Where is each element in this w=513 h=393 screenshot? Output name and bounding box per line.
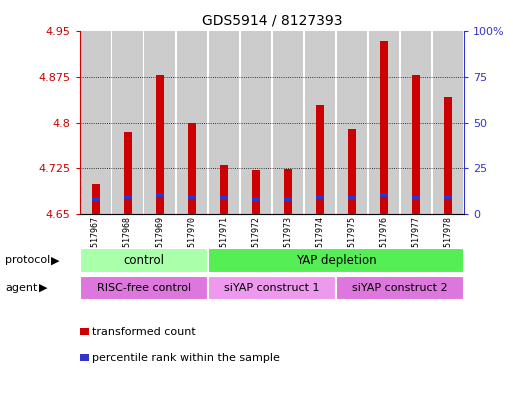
- Text: protocol: protocol: [5, 255, 50, 265]
- Bar: [188, 195, 196, 199]
- Bar: [316, 195, 324, 199]
- Bar: [124, 132, 132, 214]
- Bar: [401, 31, 431, 214]
- Bar: [124, 195, 132, 199]
- Text: ▶: ▶: [39, 283, 48, 293]
- Bar: [145, 31, 175, 214]
- Bar: [444, 97, 452, 214]
- Bar: [80, 275, 208, 300]
- Bar: [155, 75, 164, 214]
- Text: YAP depletion: YAP depletion: [295, 254, 377, 267]
- Bar: [81, 31, 111, 214]
- Text: ▶: ▶: [51, 255, 60, 265]
- Title: GDS5914 / 8127393: GDS5914 / 8127393: [202, 13, 342, 28]
- Bar: [273, 31, 303, 214]
- Bar: [336, 275, 464, 300]
- Bar: [209, 31, 239, 214]
- Bar: [412, 75, 420, 214]
- Bar: [220, 165, 228, 214]
- Bar: [412, 196, 420, 200]
- Text: siYAP construct 2: siYAP construct 2: [352, 283, 448, 293]
- Bar: [316, 105, 324, 214]
- Bar: [252, 197, 260, 201]
- Text: agent: agent: [5, 283, 37, 293]
- Bar: [91, 184, 100, 214]
- Bar: [220, 196, 228, 200]
- Text: transformed count: transformed count: [92, 327, 196, 337]
- Bar: [208, 248, 464, 273]
- Bar: [208, 275, 336, 300]
- Bar: [380, 40, 388, 214]
- Text: siYAP construct 1: siYAP construct 1: [224, 283, 320, 293]
- Bar: [176, 31, 207, 214]
- Bar: [252, 170, 260, 214]
- Bar: [80, 248, 208, 273]
- Text: percentile rank within the sample: percentile rank within the sample: [92, 353, 280, 363]
- Bar: [91, 197, 100, 201]
- Bar: [284, 197, 292, 201]
- Bar: [369, 31, 399, 214]
- Bar: [433, 31, 463, 214]
- Bar: [188, 123, 196, 214]
- Bar: [305, 31, 335, 214]
- Bar: [348, 196, 356, 200]
- Bar: [348, 129, 356, 214]
- Bar: [284, 169, 292, 214]
- Bar: [112, 31, 143, 214]
- Bar: [241, 31, 271, 214]
- Text: RISC-free control: RISC-free control: [96, 283, 191, 293]
- Text: control: control: [123, 254, 164, 267]
- Bar: [380, 193, 388, 197]
- Bar: [155, 193, 164, 197]
- Bar: [337, 31, 367, 214]
- Bar: [444, 195, 452, 199]
